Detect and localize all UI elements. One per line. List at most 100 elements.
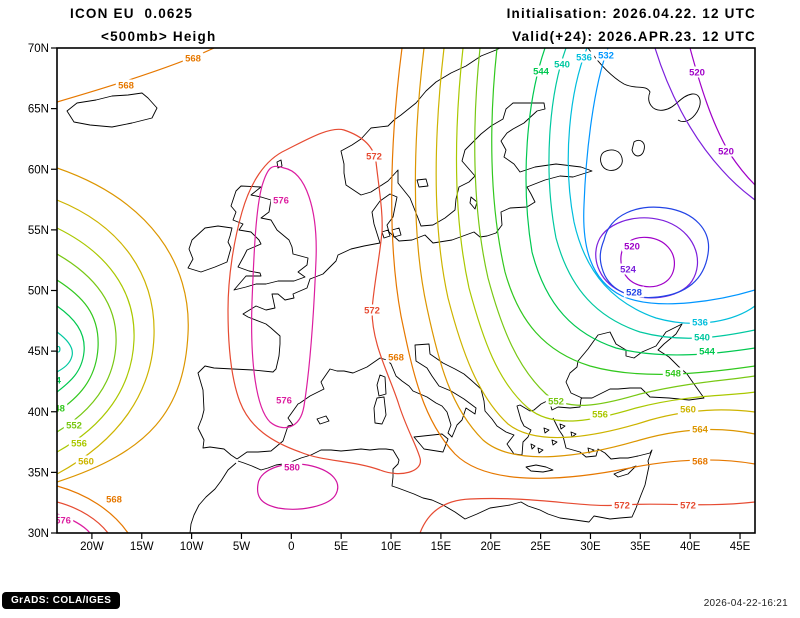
contour-line-532	[583, 48, 755, 305]
coastline-path	[189, 462, 237, 533]
coastline-path	[530, 423, 595, 454]
contour-line-552	[57, 253, 117, 433]
map-frame	[56, 47, 756, 534]
longitude-axis-label: 30E	[580, 541, 601, 553]
contour-label: 576	[276, 396, 292, 407]
coastline-path	[66, 92, 158, 128]
contour-label-mask	[182, 52, 204, 64]
contour-line-528	[599, 206, 710, 299]
contour-label: 568	[106, 495, 122, 506]
contour-label: 552	[548, 397, 564, 408]
contour-label: 560	[680, 405, 696, 416]
contour-label-mask	[691, 331, 713, 343]
contour-label-mask	[623, 286, 645, 298]
latitude-axis-label: 70N	[28, 43, 49, 55]
coastline-path	[373, 396, 387, 425]
coastline-path	[230, 185, 309, 291]
coastline-path	[613, 465, 637, 478]
contour-label: 572	[680, 501, 696, 512]
contour-label: 544	[699, 347, 716, 358]
contour-line-564	[57, 167, 189, 483]
longitude-axis-label: 20W	[80, 541, 104, 553]
longitude-axis-label: 5E	[334, 541, 348, 553]
contour-label: 568	[692, 457, 708, 468]
longitude-axis-label: 0	[288, 541, 294, 553]
contour-label-mask	[57, 374, 64, 386]
contour-line-568	[57, 485, 129, 533]
coastline-path	[237, 417, 653, 523]
contour-label: 524	[620, 265, 637, 276]
latitude-axis-label: 40N	[28, 407, 49, 419]
coastline-path	[381, 227, 402, 239]
grads-badge: GrADS: COLA/IGES	[2, 592, 121, 609]
contour-label-mask	[595, 49, 617, 61]
latitude-axis-label: 30N	[28, 528, 49, 540]
contour-label-mask	[57, 514, 74, 526]
contour-label: 556	[71, 439, 87, 450]
coastline-path	[525, 464, 554, 473]
init-time-label: Initialisation: 2026.04.22. 12 UTC	[506, 6, 756, 21]
contour-line-560	[57, 199, 155, 475]
contour-label-mask	[677, 403, 699, 415]
longitude-axis-label: 45E	[730, 541, 751, 553]
contour-line-556	[57, 227, 135, 453]
contour-label: 536	[692, 318, 708, 329]
longitude-axis-label: 10W	[180, 541, 204, 553]
contour-label-mask	[621, 240, 643, 252]
contour-label: 540	[554, 60, 570, 71]
contour-line-564	[414, 48, 755, 458]
coastline-path	[187, 225, 233, 273]
contour-label: 552	[66, 421, 82, 432]
longitude-axis-label: 15W	[130, 541, 154, 553]
contour-line-572	[419, 497, 755, 533]
coastline-path	[413, 433, 449, 453]
contour-label-mask	[363, 150, 385, 162]
coastline-path	[565, 323, 705, 401]
latitude-axis-label: 60N	[28, 164, 49, 176]
longitude-axis-label: 40E	[680, 541, 701, 553]
contour-label-mask	[68, 437, 90, 449]
contour-label: 572	[366, 152, 382, 163]
longitude-axis-label: 10E	[381, 541, 402, 553]
contour-line-548	[57, 279, 99, 413]
contour-label: 576	[273, 196, 289, 207]
longitude-axis-label: 15E	[431, 541, 452, 553]
contour-line-572	[57, 501, 109, 533]
contour-label-mask	[551, 58, 573, 70]
contour-label: 520	[718, 147, 734, 158]
contour-label: 548	[49, 404, 65, 415]
coastline-path	[600, 149, 623, 171]
latitude-axis-label: 55N	[28, 225, 49, 237]
coastline-path	[631, 139, 645, 157]
contour-label: 568	[388, 353, 404, 364]
contour-label: 576	[55, 516, 71, 527]
contour-label: 544	[45, 376, 62, 387]
valid-time-label: Valid(+24): 2026.APR.23. 12 UTC	[512, 29, 756, 44]
contour-label: 528	[626, 288, 642, 299]
contour-label-mask	[686, 66, 708, 78]
longitude-axis-label: 20E	[481, 541, 502, 553]
longitude-axis-label: 5W	[233, 541, 250, 553]
latitude-axis-label: 45N	[28, 346, 49, 358]
contour-label-mask	[270, 194, 292, 206]
contour-label-mask	[617, 263, 639, 275]
creation-timestamp: 2026-04-22-16:21	[703, 598, 788, 609]
contour-label: 544	[533, 67, 550, 78]
contour-label-mask	[361, 304, 383, 316]
latitude-axis-label: 65N	[28, 104, 49, 116]
contour-label-mask	[103, 493, 125, 505]
contour-label-mask	[715, 145, 737, 157]
contour-label: 564	[692, 425, 709, 436]
contour-line-576	[251, 165, 317, 429]
contour-label-mask	[385, 351, 407, 363]
latitude-axis-label: 50N	[28, 286, 49, 298]
contour-label-mask	[573, 51, 595, 63]
contour-label: 520	[624, 242, 640, 253]
contour-label-mask	[281, 461, 303, 473]
contour-label: 572	[364, 306, 380, 317]
field-title: <500mb> Heigh	[101, 29, 217, 44]
contour-label-mask	[57, 343, 64, 355]
contour-label: 556	[592, 410, 608, 421]
contour-line-544	[525, 48, 755, 356]
